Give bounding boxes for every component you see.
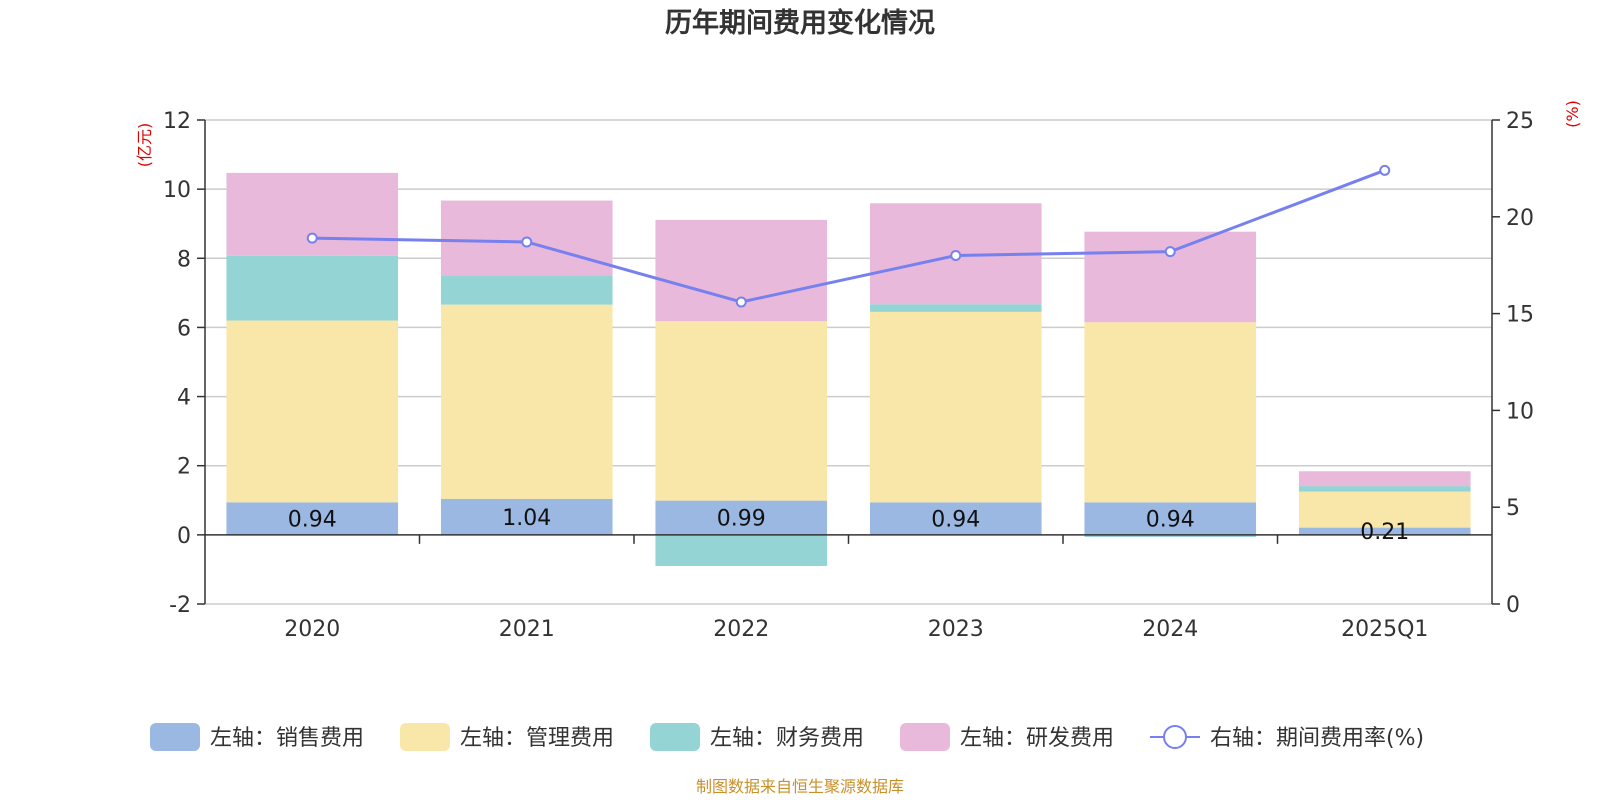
sales-expense-value-label: 0.21 xyxy=(1360,520,1409,545)
left-axis-tick-label: 8 xyxy=(177,247,191,272)
left-axis-tick-label: 10 xyxy=(163,178,191,203)
legend-label: 右轴：期间费用率(%) xyxy=(1210,726,1424,751)
data-labels-layer: 0.94 1.04 0.99 0.94 0.94 0.21 xyxy=(288,506,1409,545)
bar-segment xyxy=(440,304,613,499)
bar-segment xyxy=(1298,486,1471,492)
bar-segment xyxy=(1084,502,1257,535)
sales-expense-value-label: 0.99 xyxy=(717,507,766,532)
right-axis-unit: (%) xyxy=(1563,100,1582,128)
bar-segment xyxy=(1298,491,1471,528)
sales-expense-value-label: 0.94 xyxy=(931,508,980,533)
rate-line-layer xyxy=(306,164,1391,308)
expense-rate-point xyxy=(950,250,962,262)
bar-segment xyxy=(869,311,1042,503)
bar-segment xyxy=(869,304,1042,312)
right-axis-tick-label: 15 xyxy=(1506,303,1534,328)
bar-segment xyxy=(226,320,399,503)
bar-segment xyxy=(1084,231,1257,323)
bar-segment xyxy=(655,321,828,501)
right-axis-tick-label: 5 xyxy=(1506,496,1520,521)
expense-rate-line xyxy=(312,168,1386,304)
right-axis-tick-label: 0 xyxy=(1506,593,1520,618)
legend-swatch xyxy=(150,723,200,751)
sales-expense-value-label: 0.94 xyxy=(288,508,337,533)
legend-marker xyxy=(1163,725,1187,749)
legend-label: 左轴：财务费用 xyxy=(710,726,864,751)
category-label: 2025Q1 xyxy=(1341,617,1428,642)
expense-rate-point xyxy=(1164,246,1176,258)
legend: 左轴：销售费用 左轴：管理费用 左轴：财务费用 左轴：研发费用 右轴：期间费用率(%) xyxy=(150,723,1424,751)
bars-layer xyxy=(226,172,1471,566)
expense-rate-point xyxy=(521,236,533,248)
category-label: 2023 xyxy=(928,617,984,642)
legend-swatch xyxy=(900,723,950,751)
left-axis-tick-label: -2 xyxy=(169,593,191,618)
bar-segment xyxy=(1298,471,1471,487)
category-label: 2020 xyxy=(284,617,340,642)
right-axis-tick-label: 20 xyxy=(1506,206,1534,231)
expense-rate-point xyxy=(306,232,318,244)
left-axis-tick-label: 12 xyxy=(163,109,191,134)
bar-segment xyxy=(226,502,399,535)
bar-segment xyxy=(1084,322,1257,503)
bar-segment xyxy=(1298,527,1471,535)
grid-lines xyxy=(205,119,1492,605)
bar-segment xyxy=(226,255,399,321)
expense-rate-point xyxy=(1379,164,1391,176)
bar-segment xyxy=(1084,534,1257,537)
legend-label: 左轴：研发费用 xyxy=(960,726,1114,751)
legend-label: 左轴：管理费用 xyxy=(460,726,614,751)
left-axis-tick-label: 0 xyxy=(177,524,191,549)
category-label: 2024 xyxy=(1142,617,1198,642)
chart-title: 历年期间费用变化情况 xyxy=(665,7,935,39)
axes-layer: -2 0 2 4 6 8 10 12 0 5 10 15 20 25 2020 2021 2022 2023 202… xyxy=(163,109,1534,642)
sales-expense-value-label: 0.94 xyxy=(1146,508,1195,533)
bar-segment xyxy=(440,275,613,305)
legend-label: 左轴：销售费用 xyxy=(210,726,364,751)
legend-swatch xyxy=(650,723,700,751)
bar-segment xyxy=(440,498,613,535)
left-axis-tick-label: 6 xyxy=(177,316,191,341)
left-axis-unit: (亿元) xyxy=(135,123,154,168)
bar-segment xyxy=(655,500,828,535)
bar-segment xyxy=(869,502,1042,535)
bar-segment xyxy=(655,534,828,566)
sales-expense-value-label: 1.04 xyxy=(502,506,551,531)
left-axis-tick-label: 2 xyxy=(177,455,191,480)
category-label: 2022 xyxy=(713,617,769,642)
data-source-note: 制图数据来自恒生聚源数据库 xyxy=(696,777,904,796)
left-axis-tick-label: 4 xyxy=(177,386,191,411)
right-axis-tick-label: 10 xyxy=(1506,399,1534,424)
right-axis-tick-label: 25 xyxy=(1506,109,1534,134)
legend-swatch xyxy=(400,723,450,751)
category-label: 2021 xyxy=(499,617,555,642)
expense-rate-point xyxy=(735,296,747,308)
